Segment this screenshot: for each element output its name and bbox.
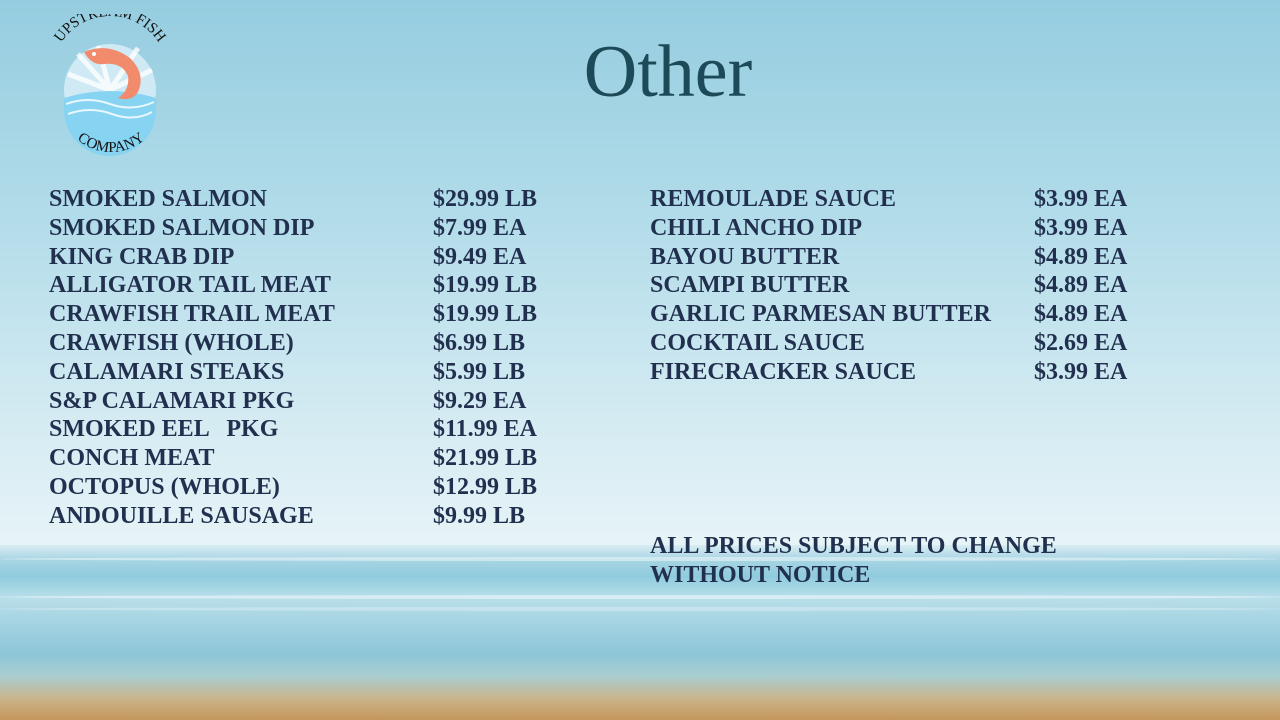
menu-item: REMOULADE SAUCE $3.99 EA [650,185,1127,214]
item-price: $4.89 EA [1034,301,1128,328]
item-price: $9.29 EA [433,387,527,414]
item-price: $12.99 LB [433,473,538,500]
item-price: $9.99 LB [433,502,526,529]
wave [0,607,1280,611]
item-name: COCKTAIL SAUCE [650,329,865,356]
item-name: CHILI ANCHO DIP [650,214,863,241]
item-name: S&P CALAMARI PKG [49,387,295,414]
item-price: $9.49 EA [433,243,527,270]
item-price: $4.89 EA [1034,243,1128,270]
wave [0,595,1280,599]
item-name: FIRECRACKER SAUCE [650,358,917,385]
menu-item: CRAWFISH (WHOLE) $6.99 LB [49,329,525,358]
item-price: $6.99 LB [433,329,526,356]
menu-item: S&P CALAMARI PKG $9.29 EA [49,387,526,416]
item-name: GARLIC PARMESAN BUTTER [650,301,991,328]
item-price: $19.99 LB [433,272,538,299]
item-price: $3.99 EA [1034,214,1128,241]
page-title: Other [583,31,753,113]
menu-item: CALAMARI STEAKS $5.99 LB [49,358,525,387]
menu-item: CHILI ANCHO DIP $3.99 EA [650,214,1127,243]
item-price: $3.99 EA [1034,358,1128,385]
item-name: CALAMARI STEAKS [49,358,285,385]
left-price-list: SMOKED SALMON $29.99 LB SMOKED SALMON DIP $… [49,185,537,531]
price-notice: ALL PRICES SUBJECT TO CHANGE WITHOUT NOT… [650,533,1057,588]
menu-item: KING CRAB DIP $9.49 EA [49,243,526,272]
menu-item: ANDOUILLE SAUSAGE $9.99 LB [49,502,525,531]
item-name: CRAWFISH (WHOLE) [49,329,294,356]
company-logo: UPSTREAM FISH COMPANY [38,4,182,158]
item-name: CRAWFISH TRAIL MEAT [49,301,335,328]
menu-item: OCTOPUS (WHOLE) $12.99 LB [49,473,537,502]
menu-item: FIRECRACKER SAUCE $3.99 EA [650,358,1127,387]
item-price: $29.99 LB [433,186,538,212]
item-name: SMOKED EEL PKG [49,416,279,443]
item-name: SCAMPI BUTTER [650,272,850,299]
menu-item: COCKTAIL SAUCE $2.69 EA [650,329,1127,358]
menu-item: CRAWFISH TRAIL MEAT $19.99 LB [49,300,537,329]
item-name: ALLIGATOR TAIL MEAT [49,272,331,299]
item-name: OCTOPUS (WHOLE) [49,473,280,500]
ocean-background [0,545,1280,720]
item-price: $11.99 EA [433,416,538,443]
menu-item: BAYOU BUTTER $4.89 EA [650,243,1127,272]
item-name: ANDOUILLE SAUSAGE [49,502,314,529]
item-name: KING CRAB DIP [49,243,235,270]
item-price: $3.99 EA [1034,186,1128,212]
item-price: $5.99 LB [433,358,526,385]
item-price: $19.99 LB [433,301,538,328]
wave [0,557,1280,561]
menu-item: GARLIC PARMESAN BUTTER $4.89 EA [650,300,1127,329]
item-name: SMOKED SALMON DIP [49,214,315,241]
menu-item: SMOKED SALMON $29.99 LB [49,185,537,214]
item-name: BAYOU BUTTER [650,243,840,270]
item-price: $4.89 EA [1034,272,1128,299]
item-price: $21.99 LB [433,445,538,472]
item-name: REMOULADE SAUCE [650,186,897,212]
item-price: $7.99 EA [433,214,527,241]
menu-item: CONCH MEAT $21.99 LB [49,444,537,473]
right-price-list: REMOULADE SAUCE $3.99 EA CHILI ANCHO DIP $3… [650,185,1127,387]
item-name: SMOKED SALMON [49,186,268,212]
item-name: CONCH MEAT [49,445,215,472]
menu-item: SCAMPI BUTTER $4.89 EA [650,271,1127,300]
menu-item: ALLIGATOR TAIL MEAT $19.99 LB [49,271,537,300]
item-price: $2.69 EA [1034,329,1128,356]
menu-item: SMOKED EEL PKG $11.99 EA [49,415,537,444]
menu-item: SMOKED SALMON DIP $7.99 EA [49,214,526,243]
